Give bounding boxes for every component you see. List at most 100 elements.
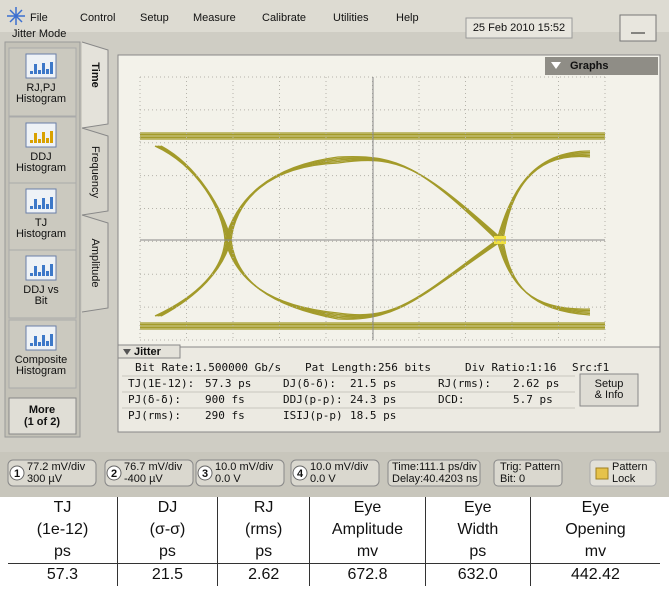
value-cell: 632.0	[425, 564, 530, 587]
icon-bar	[42, 265, 45, 276]
measurement-value: 2.62 ps	[513, 377, 559, 390]
icon-bar	[50, 131, 53, 143]
info-value: f1	[596, 361, 609, 374]
menu-item: File	[30, 12, 48, 24]
value-cell: 672.8	[310, 564, 425, 587]
setup-info-label: & Info	[595, 389, 624, 401]
measurement-value: 290 fs	[205, 409, 245, 422]
tab-label: Time	[89, 62, 101, 87]
header-cell: EyeWidthps	[425, 497, 530, 564]
header-line: Width	[426, 519, 530, 541]
channel-offset: -400 µV	[124, 473, 163, 485]
lock-label: Lock	[612, 473, 636, 485]
icon-bar	[42, 132, 45, 143]
mode-label: Jitter Mode	[12, 28, 66, 40]
page: FileControlSetupMeasureCalibrateUtilitie…	[0, 0, 669, 609]
icon-bar	[34, 64, 37, 74]
lock-icon	[596, 468, 608, 479]
minimize-button[interactable]	[620, 15, 656, 41]
measurement-value: 18.5 ps	[350, 409, 396, 422]
lock-label: Pattern	[612, 461, 647, 473]
header-line: mv	[310, 541, 424, 563]
icon-bar	[42, 335, 45, 346]
header-line: Eye	[310, 497, 424, 519]
datetime: 25 Feb 2010 15:52	[473, 22, 565, 34]
channel-offset: 0.0 V	[215, 473, 241, 485]
header-line: ps	[426, 541, 530, 563]
menu-item: Calibrate	[262, 12, 306, 24]
icon-bar	[46, 69, 49, 74]
icon-bar	[34, 266, 37, 276]
menu-item: Help	[396, 12, 419, 24]
header-line: ps	[118, 541, 217, 563]
header-line: ps	[218, 541, 309, 563]
icon-bar	[42, 198, 45, 209]
value-cell: 21.5	[117, 564, 217, 587]
measurement-key: PJ(rms):	[128, 409, 181, 422]
header-line: Opening	[531, 519, 660, 541]
icon-bar	[30, 206, 33, 209]
time-setting: Delay:40.4203 ns	[392, 473, 478, 485]
value-cell: 442.42	[530, 564, 660, 587]
value-cell: 2.62	[218, 564, 310, 587]
icon-bar	[46, 341, 49, 346]
header-line: ps	[8, 541, 117, 563]
tab-label: Amplitude	[89, 239, 101, 288]
info-value: 256 bits	[378, 361, 431, 374]
more-label: More	[29, 404, 55, 416]
table-row: 57.321.52.62672.8632.0442.42	[8, 564, 660, 587]
channel-offset: 0.0 V	[310, 473, 336, 485]
icon-bar	[38, 342, 41, 346]
info-key: Pat Length:	[305, 361, 378, 374]
tab-label: Frequency	[89, 146, 101, 198]
header-line: (rms)	[218, 519, 309, 541]
measurement-key: DDJ(p-p):	[283, 393, 343, 406]
channel-scale: 77.2 mV/div	[27, 461, 86, 473]
measurement-key: DJ(δ-δ):	[283, 377, 336, 390]
header-line: TJ	[8, 497, 117, 519]
icon-bar	[30, 343, 33, 346]
icon-bar	[34, 199, 37, 209]
graphs-menu: Graphs	[570, 60, 609, 72]
more-label: (1 of 2)	[24, 416, 60, 428]
channel-scale: 76.7 mV/div	[124, 461, 183, 473]
icon-bar	[30, 140, 33, 143]
info-key: Div Ratio:	[465, 361, 531, 374]
icon-bar	[50, 197, 53, 209]
icon-bar	[46, 204, 49, 209]
info-key: Bit Rate:	[135, 361, 195, 374]
menu-item: Measure	[193, 12, 236, 24]
trigger-setting: Bit: 0	[500, 473, 525, 485]
channel-number: 3	[202, 468, 208, 480]
measurement-value: 24.3 ps	[350, 393, 396, 406]
measurement-key: ISIJ(p-p)	[283, 409, 343, 422]
measurement-key: TJ(1E-12):	[128, 377, 194, 390]
button-label: Histogram	[16, 93, 66, 105]
icon-bar	[50, 62, 53, 74]
header-cell: RJ(rms)ps	[218, 497, 310, 564]
icon-bar	[34, 133, 37, 143]
channel-scale: 10.0 mV/div	[310, 461, 369, 473]
header-line: DJ	[118, 497, 217, 519]
measurement-value: 900 fs	[205, 393, 245, 406]
measurement-value: 57.3 ps	[205, 377, 251, 390]
graph-area	[118, 55, 660, 347]
value-cell: 57.3	[8, 564, 117, 587]
channel-offset: 300 µV	[27, 473, 63, 485]
info-value: 1.500000 Gb/s	[195, 361, 281, 374]
button-label: Histogram	[16, 162, 66, 174]
menu-item: Control	[80, 12, 115, 24]
header-line: Eye	[426, 497, 530, 519]
icon-bar	[46, 138, 49, 143]
icon-bar	[42, 63, 45, 74]
menu-item: Setup	[140, 12, 169, 24]
header-line: Amplitude	[310, 519, 424, 541]
header-line: RJ	[218, 497, 309, 519]
time-setting: Time:111.1 ps/div	[392, 461, 477, 473]
icon-bar	[38, 205, 41, 209]
measurement-key: DCD:	[438, 393, 465, 406]
icon-bar	[30, 273, 33, 276]
